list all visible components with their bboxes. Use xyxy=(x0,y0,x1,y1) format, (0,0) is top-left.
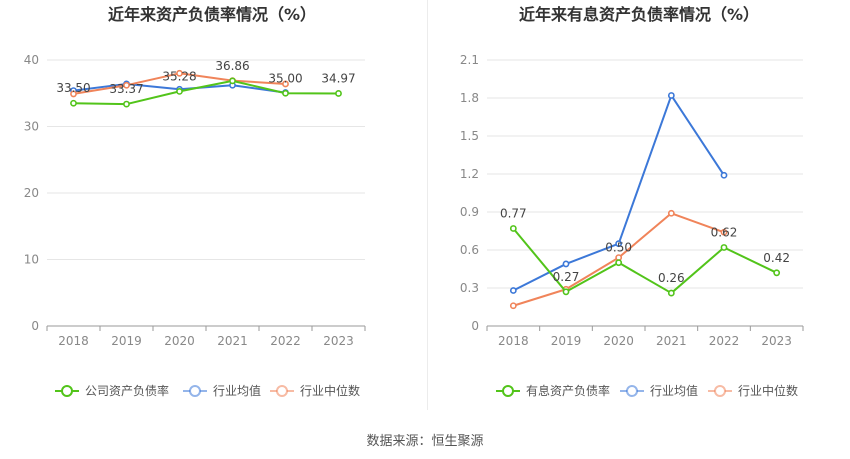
x-tick-label: 2019 xyxy=(551,334,582,348)
series-line-company xyxy=(73,79,339,106)
legend-item-company: 公司资产负债率 xyxy=(55,383,169,398)
x-tick-label: 2018 xyxy=(58,334,89,348)
legend-item-industry-avg: 行业均值 xyxy=(620,383,698,398)
data-point xyxy=(615,259,623,267)
legend-label: 公司资产负债率 xyxy=(85,383,169,398)
legend-swatch-marker xyxy=(61,385,73,397)
y-tick-label: 0.3 xyxy=(460,281,479,295)
data-label: 34.97 xyxy=(321,71,355,85)
legend-item-industry-median: 行业中位数 xyxy=(708,383,798,398)
legend-label: 行业中位数 xyxy=(738,383,798,398)
chart-title: 近年来有息资产负债率情况（%） xyxy=(519,5,759,24)
chart-title: 近年来资产负债率情况（%） xyxy=(108,5,316,24)
data-point xyxy=(615,240,623,248)
data-point xyxy=(509,225,517,232)
series-line-company xyxy=(512,227,778,295)
data-point xyxy=(509,287,517,294)
x-tick-label: 2023 xyxy=(761,334,792,348)
data-point xyxy=(70,99,77,107)
legend-swatch-marker xyxy=(714,385,726,397)
legend-swatch-marker xyxy=(276,385,288,397)
legend-swatch-marker xyxy=(189,385,201,397)
data-label: 36.86 xyxy=(215,59,249,73)
x-tick-label: 2022 xyxy=(270,334,301,348)
data-point xyxy=(229,77,236,85)
x-tick-label: 2018 xyxy=(498,334,529,348)
legend-item-industry-median: 行业中位数 xyxy=(270,383,360,398)
legend-item-company: 有息资产负债率 xyxy=(496,383,610,398)
y-tick-label: 0 xyxy=(31,319,39,333)
panel-divider xyxy=(427,0,428,410)
data-point xyxy=(667,209,675,217)
y-tick-label: 1.5 xyxy=(460,129,479,143)
y-tick-label: 20 xyxy=(24,186,39,200)
y-tick-label: 30 xyxy=(24,120,39,134)
data-label: 0.27 xyxy=(553,270,580,284)
data-point xyxy=(667,92,675,99)
source-note: 数据来源：恒生聚源 xyxy=(366,434,484,449)
data-label: 33.37 xyxy=(109,82,143,96)
y-tick-label: 0.6 xyxy=(460,243,479,257)
x-tick-label: 2020 xyxy=(164,334,195,348)
data-label: 35.28 xyxy=(162,69,196,83)
chart-interest-bearing-debt-ratio: 近年来有息资产负债率情况（%） 0 0.3 0.6 0.9 1.2 1.5 1.8 2.1 201… xyxy=(460,5,804,398)
data-point xyxy=(176,87,183,95)
y-tick-label: 2.1 xyxy=(460,53,479,67)
legend-swatch-marker xyxy=(502,385,514,397)
x-tick-label: 2020 xyxy=(603,334,634,348)
data-point xyxy=(667,289,675,297)
data-label: 0.50 xyxy=(605,241,632,255)
y-tick-label: 40 xyxy=(24,53,39,67)
data-label: 0.42 xyxy=(763,251,790,265)
chart-debt-ratio: 近年来资产负债率情况（%） 0 10 20 30 40 2018 2019 2020 2021 20… xyxy=(24,5,366,398)
y-tick-label: 0 xyxy=(471,319,479,333)
x-tick-label: 2023 xyxy=(323,334,354,348)
y-tick-label: 1.8 xyxy=(460,91,479,105)
data-point xyxy=(335,90,342,97)
legend-label: 行业中位数 xyxy=(300,383,360,398)
data-point xyxy=(720,171,728,179)
x-tick-label: 2021 xyxy=(656,334,687,348)
data-point xyxy=(562,288,570,296)
data-label: 0.26 xyxy=(658,271,685,285)
y-tick-label: 0.9 xyxy=(460,205,479,219)
data-label: 35.00 xyxy=(268,71,302,85)
data-point xyxy=(282,80,289,88)
x-tick-label: 2021 xyxy=(217,334,248,348)
data-point xyxy=(509,302,517,310)
data-point xyxy=(720,228,728,236)
x-tick-label: 2022 xyxy=(709,334,740,348)
x-tick-label: 2019 xyxy=(111,334,142,348)
data-point xyxy=(282,89,289,97)
legend-label: 行业均值 xyxy=(650,383,698,398)
data-point xyxy=(123,100,130,108)
data-point xyxy=(70,90,77,98)
data-point xyxy=(176,69,183,77)
y-tick-label: 1.2 xyxy=(460,167,479,181)
legend-label: 行业均值 xyxy=(213,383,261,398)
data-label: 0.62 xyxy=(711,225,738,239)
legend-swatch-marker xyxy=(626,385,638,397)
data-label: 0.77 xyxy=(500,206,527,220)
data-point xyxy=(123,81,130,89)
data-point xyxy=(773,269,781,277)
data-label: 33.50 xyxy=(56,81,90,95)
data-point xyxy=(562,260,570,268)
data-point xyxy=(720,244,728,251)
legend-label: 有息资产负债率 xyxy=(526,383,610,398)
y-tick-label: 10 xyxy=(24,253,39,267)
legend-item-industry-avg: 行业均值 xyxy=(183,383,261,398)
